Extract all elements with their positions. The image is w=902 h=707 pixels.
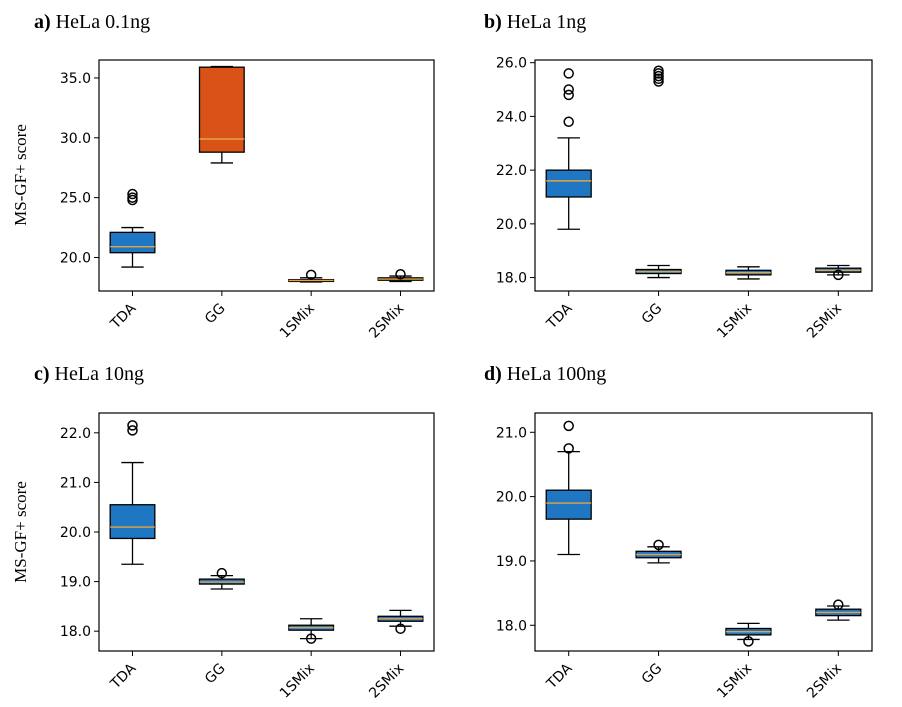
box-gg [635,539,682,564]
y-axis-label: MS-GF+ score [11,124,30,226]
panel-d: d) HeLa 100ng 18.0 19.0 20.0 21.0 TDA GG 1SMix 2S… [484,363,873,702]
panel-title: a) HeLa 0.1ng [34,11,150,33]
outlier-point [127,192,138,203]
outlier-point [563,116,574,128]
outlier-point [127,188,138,200]
y-tick-label: 21.0 [60,475,91,491]
y-tick-label: 18.0 [60,624,91,640]
box-1smix [725,266,772,280]
panel-title-text: HeLa 100ng [507,363,606,385]
y-tick-label: 20.0 [60,525,91,541]
x-tick-label: TDA [543,660,576,693]
panel-letter: d) [484,363,502,385]
y-tick-label: 20.0 [496,217,527,233]
panel-letter: b) [484,11,502,33]
outlier-point [395,623,406,634]
y-tick-label: 35.0 [60,71,91,87]
outlier-point [833,269,844,281]
box-tda [545,68,592,230]
axes-frame [98,412,435,652]
outlier-point [127,425,138,436]
y-axis-label: MS-GF+ score [11,481,30,583]
panel-title: b) HeLa 1ng [484,11,586,33]
y-tick-label: 20.0 [60,250,91,266]
outlier-point [305,633,317,644]
y-tick-label: 18.0 [496,271,527,287]
box-body [545,169,592,198]
x-tick-label: GG [202,661,229,688]
box-2smix [815,264,862,281]
x-tick-label: 1SMix [277,661,318,702]
box-gg [198,65,245,164]
box-tda [109,188,156,268]
panel-c: c) HeLa 10ng MS-GF+ score 18.0 19.0 20.0 21.0 2… [11,363,435,702]
outlier-point [127,420,138,431]
box-1smix [288,269,335,283]
outlier-point [563,443,574,454]
y-tick-label: 26.0 [496,56,527,72]
box-gg [198,567,245,590]
x-tick-label: GG [639,661,666,688]
outlier-point [653,65,664,76]
x-tick-label: 1SMix [714,661,755,702]
x-tick-label: TDA [107,300,140,333]
x-tick-label: 2SMix [804,301,845,342]
y-tick-label: 21.0 [496,425,527,441]
panel-letter: a) [34,11,51,33]
x-tick-label: TDA [543,300,576,333]
outlier-point [563,84,574,95]
panel-title: c) HeLa 10ng [34,363,144,385]
axes-frame [534,59,873,292]
outlier-point [216,567,228,579]
box-body [109,231,156,254]
panel-b: b) HeLa 1ng 18.0 20.0 22.0 24.0 26.0 TDA GG 1SMix… [484,11,873,342]
box-2smix [377,609,424,634]
panel-letter: c) [34,363,50,385]
y-tick-label: 22.0 [60,426,91,442]
axes-frame [98,59,435,292]
box-tda [545,420,592,556]
outlier-point [653,539,664,551]
box-gg [635,65,682,279]
x-tick-label: GG [202,301,229,328]
panel-title-text: HeLa 10ng [55,363,144,385]
outlier-point [563,420,574,432]
box-2smix [815,599,862,621]
box-2smix [377,268,424,283]
box-1smix [288,618,335,644]
y-tick-label: 19.0 [496,554,527,570]
x-tick-label: 2SMix [804,661,845,702]
y-tick-label: 19.0 [60,575,91,591]
x-tick-label: TDA [107,660,140,693]
box-1smix [725,622,772,647]
y-tick-label: 25.0 [60,191,91,207]
box-body [109,504,156,540]
panel-title-text: HeLa 0.1ng [56,11,150,33]
outlier-point [395,268,406,280]
box-tda [109,420,156,565]
panel-title-text: HeLa 1ng [507,11,586,33]
x-tick-label: 2SMix [366,301,407,342]
outlier-point [743,636,754,647]
panel-title: d) HeLa 100ng [484,363,606,385]
x-tick-label: 2SMix [366,661,407,702]
outlier-point [563,89,574,101]
axes-frame [534,412,873,652]
y-tick-label: 20.0 [496,490,527,506]
outlier-point [833,599,844,610]
x-tick-label: 1SMix [277,301,318,342]
box-body [545,489,592,520]
x-tick-label: 1SMix [714,301,755,342]
y-tick-label: 18.0 [496,618,527,634]
x-tick-label: GG [639,301,666,328]
y-tick-label: 22.0 [496,163,527,179]
panel-a: a) HeLa 0.1ng MS-GF+ score 20.0 25.0 30.0 35.0… [11,11,435,342]
outlier-point [563,68,574,79]
y-tick-label: 30.0 [60,131,91,147]
outlier-point [305,269,317,281]
box-body [198,66,245,153]
y-tick-label: 24.0 [496,109,527,125]
